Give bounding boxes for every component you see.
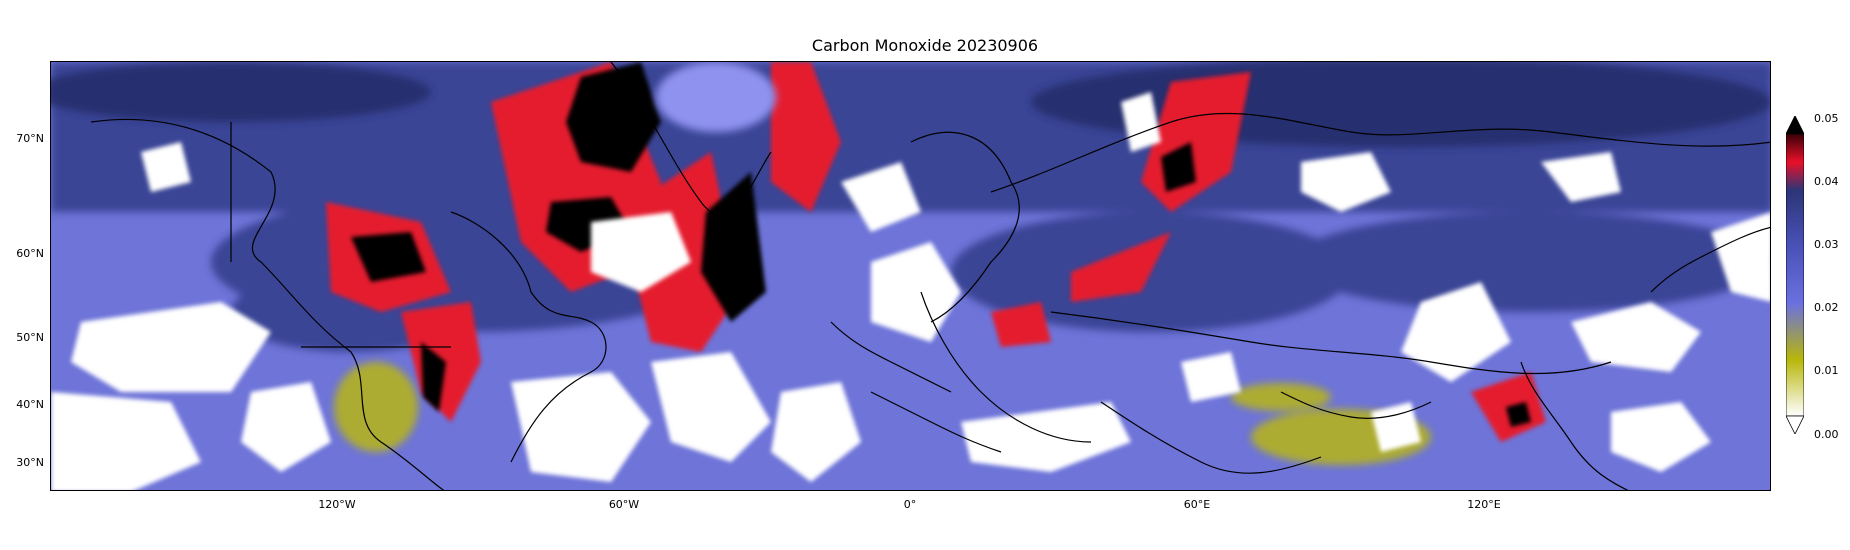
colorbar-extend-bottom <box>1786 415 1804 434</box>
lon-label-60e: 60°E <box>1183 498 1211 511</box>
lat-label-30n: 30°N <box>16 456 44 469</box>
colorbar-label-0-00: 0.00 <box>1814 428 1839 441</box>
colorbar <box>1786 116 1804 434</box>
lat-label-40n: 40°N <box>16 398 44 411</box>
colorbar-label-0-03: 0.03 <box>1814 238 1839 251</box>
map-panel[interactable] <box>50 61 1771 491</box>
colorbar-extend-top <box>1786 116 1804 135</box>
lon-label-120w: 120°W <box>318 498 356 511</box>
colorbar-label-0-04: 0.04 <box>1814 175 1839 188</box>
lon-label-0: 0° <box>903 498 917 511</box>
coastlines <box>90 62 1770 490</box>
lon-label-60w: 60°W <box>608 498 640 511</box>
co-plumes-black <box>351 62 1531 427</box>
map-title: Carbon Monoxide 20230906 <box>811 36 1039 55</box>
colorbar-label-0-05: 0.05 <box>1814 112 1839 125</box>
co-low-regions <box>334 362 1431 465</box>
lat-label-70n: 70°N <box>16 132 44 145</box>
lat-label-50n: 50°N <box>16 331 44 344</box>
co-light-patch <box>656 62 776 132</box>
colorbar-label-0-01: 0.01 <box>1814 364 1839 377</box>
co-field-map <box>51 62 1770 490</box>
colorbar-gradient <box>1786 133 1804 417</box>
lat-label-60n: 60°N <box>16 247 44 260</box>
colorbar-label-0-02: 0.02 <box>1814 301 1839 314</box>
lon-label-120e: 120°E <box>1467 498 1501 511</box>
no-data-areas <box>51 92 1770 490</box>
